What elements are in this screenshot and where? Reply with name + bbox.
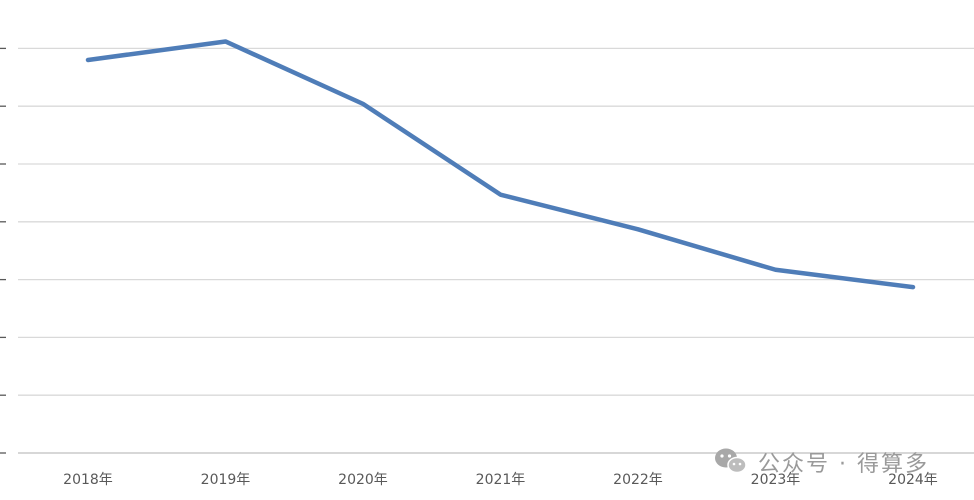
watermark-text: 公众号 · 得算多 bbox=[758, 452, 929, 477]
x-tick-label-5: 2023年 bbox=[751, 472, 801, 488]
x-tick-label-0: 2018年 bbox=[63, 472, 113, 488]
x-tick-label-2: 2020年 bbox=[338, 472, 388, 488]
gridlines bbox=[0, 47, 974, 454]
x-tick-label-3: 2021年 bbox=[476, 472, 526, 488]
x-tick-label-1: 2019年 bbox=[201, 472, 251, 488]
series-layer bbox=[85, 39, 916, 290]
x-tick-label-6: 2024年 bbox=[888, 472, 938, 488]
wechat-icon bbox=[715, 448, 747, 474]
x-axis: 2018年 2019年 2020年 2021年 2022年 2023年 2024年 bbox=[63, 472, 938, 488]
watermark: 公众号 · 得算多 bbox=[715, 448, 929, 477]
x-tick-label-4: 2022年 bbox=[613, 472, 663, 488]
